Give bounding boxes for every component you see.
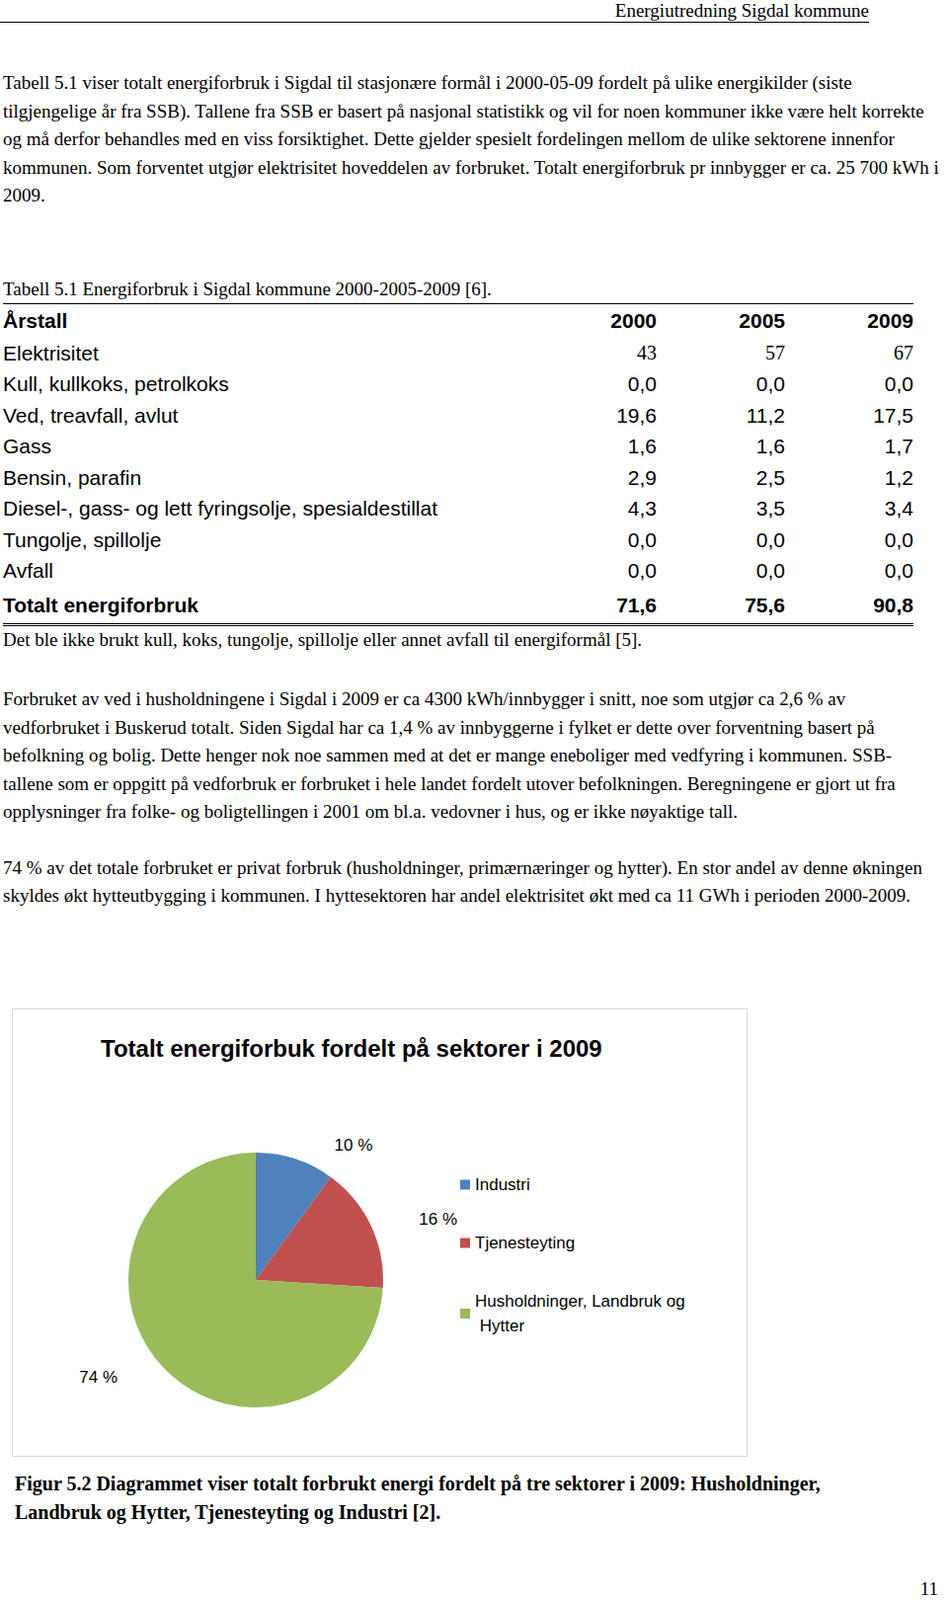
html-text:43: 43	[636, 341, 657, 364]
html-text:2000: 2000	[610, 309, 657, 332]
html-text:75,6: 75,6	[744, 592, 786, 616]
html-text:1,6: 1,6	[756, 434, 786, 458]
svg-text:Husholdninger, Landbruk og: Husholdninger, Landbruk og	[474, 1291, 686, 1311]
html-text:2009: 2009	[867, 309, 914, 332]
svg-text:Tjenesteyting: Tjenesteyting	[474, 1233, 575, 1253]
html-text:74 % av det totale forbruket e: 74 % av det totale forbruket er privat f…	[2, 856, 923, 906]
html-text:0,0: 0,0	[884, 372, 914, 396]
html-text:Tabell 5.1 Energiforbruk i Sig: Tabell 5.1 Energiforbruk i Sigdal kommun…	[2, 278, 492, 300]
html-text:57: 57	[765, 341, 786, 364]
html-text:0,0: 0,0	[756, 372, 786, 396]
html-text:2,5: 2,5	[756, 465, 786, 489]
html-text:Diesel-, gass- og lett fyrings: Diesel-, gass- og lett fyringsolje, spes…	[2, 497, 438, 520]
html-text:2005: 2005	[738, 309, 786, 332]
html-text:17,5: 17,5	[873, 403, 914, 427]
html-text:Elektrisitet: Elektrisitet	[2, 341, 99, 365]
svg-text:Industri: Industri	[474, 1175, 531, 1194]
html-text:Ved, treavfall, avlut: Ved, treavfall, avlut	[2, 403, 179, 427]
html-text:Energiutredning Sigdal kommune: Energiutredning Sigdal kommune	[615, 0, 869, 21]
html-text:Figur 5.2 Diagrammet viser tot: Figur 5.2 Diagrammet viser totalt forbru…	[14, 1472, 821, 1523]
html-text:Årstall: Årstall	[2, 309, 68, 332]
html-text:0,0: 0,0	[756, 559, 786, 582]
html-text:11,2: 11,2	[746, 403, 786, 427]
html-text:3,5: 3,5	[756, 497, 786, 520]
html-text:0,0: 0,0	[756, 528, 786, 551]
html-text:1,2: 1,2	[884, 465, 914, 489]
html-text:19,6: 19,6	[616, 403, 657, 427]
html-text:67: 67	[893, 341, 914, 364]
svg-text:Hytter: Hytter	[474, 1316, 525, 1336]
html-text:Gass: Gass	[2, 434, 52, 458]
html-text:1,7: 1,7	[884, 434, 914, 458]
html-text:Totalt energiforbruk: Totalt energiforbruk	[2, 592, 199, 616]
html-text:11: 11	[920, 1578, 939, 1599]
html-text:90,8: 90,8	[873, 592, 914, 616]
html-text:Avfall: Avfall	[2, 559, 54, 582]
html-text:71,6: 71,6	[616, 592, 657, 616]
html-text:Bensin, parafin: Bensin, parafin	[2, 465, 142, 489]
html-text:Det ble ikke brukt kull, koks,: Det ble ikke brukt kull, koks, tungolje,…	[2, 629, 642, 650]
svg-text:Totalt energiforbuk fordelt på: Totalt energiforbuk fordelt på sektorer …	[100, 1034, 603, 1062]
html-text:0,0: 0,0	[627, 372, 657, 396]
svg-text:74 %: 74 %	[79, 1367, 118, 1387]
html-text:0,0: 0,0	[627, 559, 657, 582]
html-text:3,4: 3,4	[884, 497, 914, 520]
svg-text:16 %: 16 %	[418, 1209, 458, 1229]
html-text:2,9: 2,9	[627, 465, 657, 489]
html-text:1,6: 1,6	[627, 434, 657, 458]
html-text:Forbruket av ved i husholdning: Forbruket av ved i husholdningene i Sigd…	[2, 688, 896, 822]
html-text:Tungolje, spillolje: Tungolje, spillolje	[2, 528, 162, 551]
html-text:0,0: 0,0	[884, 559, 914, 582]
svg-text:10 %: 10 %	[333, 1135, 373, 1155]
html-text:0,0: 0,0	[884, 528, 914, 551]
html-text:Kull, kullkoks, petrolkoks: Kull, kullkoks, petrolkoks	[2, 372, 229, 396]
html-text:0,0: 0,0	[627, 528, 657, 551]
html-text:Tabell 5.1 viser totalt energi: Tabell 5.1 viser totalt energiforbruk i …	[2, 72, 939, 206]
html-text:4,3: 4,3	[627, 497, 657, 520]
